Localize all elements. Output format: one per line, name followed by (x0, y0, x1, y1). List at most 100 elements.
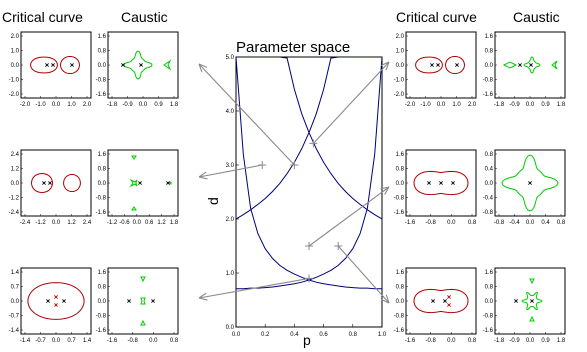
panel-frame (494, 31, 566, 99)
panel-y-tick-label: -2.4 (9, 210, 20, 216)
panel-y-tick-label: 0.8 (396, 167, 405, 173)
panel-y-tick-label: 1.6 (98, 152, 107, 158)
panel-frame (405, 267, 477, 335)
panel-y-tick-label: 0.8 (485, 285, 494, 291)
panel-y-tick-label: -0.8 (483, 314, 494, 320)
panel-l1-critical: -2.0 -1.0 0.0 1.0 2.0 -2.0 -1.0 0.0 1.0 2.0 (9, 31, 92, 108)
lens-position-marker (529, 63, 533, 67)
panel-frame (20, 149, 92, 217)
panel-y-tick-label: 1.6 (485, 34, 494, 40)
caustic-curve (521, 291, 543, 311)
lens-position-marker (166, 181, 170, 185)
center-x-tick-label: 0.6 (319, 332, 328, 338)
lens-position-marker (514, 299, 518, 303)
caustic-curve (501, 154, 559, 212)
panel-r2-critical: -1.6 -0.8 0.0 0.8 -1.6 -0.8 0.0 0.8 1.6 (394, 149, 477, 226)
panel-y-tick-label: 0.8 (396, 285, 405, 291)
lens-position-marker (54, 295, 58, 299)
panel-x-tick-label: 0.0 (526, 220, 535, 226)
critical-curve (59, 56, 81, 74)
panel-x-tick-label: -0.9 (509, 338, 520, 344)
critical-curve (30, 172, 54, 194)
lens-position-marker (121, 63, 125, 67)
panel-x-tick-label: 0.9 (541, 102, 550, 108)
panel-x-tick-label: -0.7 (35, 338, 46, 344)
center-y-tick-label: 5.0 (226, 55, 235, 61)
panel-x-tick-label: 0.7 (67, 338, 76, 344)
lens-position-marker (46, 299, 50, 303)
panel-y-tick-label: 0.0 (11, 299, 20, 305)
panel-x-tick-label: 0.0 (447, 338, 456, 344)
lens-position-marker (45, 63, 49, 67)
lens-position-marker (70, 63, 74, 67)
panel-frame (107, 149, 179, 217)
panel-y-tick-label: -1.6 (394, 328, 405, 334)
panel-x-tick-label: -1.4 (20, 338, 31, 344)
lens-position-marker (451, 181, 455, 185)
panel-x-tick-label: 1.8 (557, 338, 566, 344)
panel-frame (494, 267, 566, 335)
right-caustic-header: Caustic (513, 9, 560, 25)
arrow-to-left-bottom (198, 277, 310, 299)
caustic-curve (140, 276, 146, 283)
panel-l3-critical: -1.4 -0.7 0.0 0.7 1.4 -1.4 -0.7 0.0 0.7 1.4 (9, 267, 92, 344)
panel-y-tick-label: 1.6 (98, 270, 107, 276)
panel-y-tick-label: 1.0 (11, 49, 20, 55)
panel-y-tick-label: -0.8 (394, 196, 405, 202)
panel-x-tick-label: -1.8 (494, 102, 505, 108)
panel-curves (30, 172, 81, 194)
panel-x-tick-label: 1.8 (557, 102, 566, 108)
center-y-tick-label: 4.0 (226, 109, 235, 115)
panel-x-tick-label: 0.0 (437, 102, 446, 108)
lens-position-marker (443, 299, 447, 303)
panel-x-tick-label: 2.4 (83, 220, 92, 226)
panel-curves (413, 170, 469, 196)
panel-x-tick-label: 0.0 (526, 102, 535, 108)
panel-curves (30, 56, 81, 74)
panel-y-tick-label: 0.7 (11, 285, 20, 291)
center-ylabel: d (205, 197, 221, 205)
lens-position-marker (447, 303, 451, 307)
panel-y-tick-label: 1.6 (396, 152, 405, 158)
center-x-tick-label: 0.8 (349, 332, 358, 338)
panel-x-tick-label: -1.8 (494, 338, 505, 344)
panel-y-tick-label: -1.0 (9, 78, 20, 84)
panel-x-tick-label: -2.4 (20, 220, 31, 226)
arrow-to-right-middle (308, 186, 390, 247)
lens-position-marker (430, 63, 434, 67)
panel-r1-critical: -2.0 -1.0 0.0 1.0 2.0 -2.0 -1.0 0.0 1.0 2.0 (394, 31, 477, 108)
center-plot-frame (235, 56, 383, 328)
panel-x-tick-label: 1.2 (157, 220, 166, 226)
panel-x-tick-label: -0.6 (119, 220, 130, 226)
panel-x-tick-label: -1.0 (35, 102, 46, 108)
lens-position-marker (439, 181, 443, 185)
panel-x-tick-label: -1.2 (107, 220, 118, 226)
panel-frame (20, 31, 92, 99)
left-critical-header: Critical curve (2, 9, 83, 25)
panel-x-tick-label: 0.0 (52, 102, 61, 108)
arrow-to-right-bottom-head (380, 294, 390, 304)
panel-x-tick-label: -1.6 (405, 338, 416, 344)
caustic-curve (163, 59, 172, 71)
panel-x-tick-label: 0.8 (468, 338, 477, 344)
caustic-curve (129, 178, 138, 188)
panel-x-tick-label: 0.0 (447, 220, 456, 226)
critical-curve (413, 288, 469, 314)
panel-y-tick-label: 2.0 (396, 34, 405, 40)
panel-y-tick-label: 0.8 (485, 49, 494, 55)
panel-y-tick-label: 0.0 (485, 63, 494, 69)
center-x-tick-label: 0.4 (290, 332, 299, 338)
panel-y-tick-label: -1.0 (394, 78, 405, 84)
panel-y-tick-label: 0.0 (11, 63, 20, 69)
arrow-to-left-middle-head (198, 171, 208, 180)
panel-y-tick-label: 0.4 (485, 167, 494, 173)
panel-x-tick-label: 2.0 (83, 102, 92, 108)
caustic-curve (131, 155, 137, 160)
right-critical-header: Critical curve (396, 9, 477, 25)
boundary-curve-4 (236, 57, 382, 220)
panel-y-tick-label: 0.0 (98, 63, 107, 69)
arrow-to-right-bottom (337, 245, 390, 304)
center-x-tick-label: 0.0 (232, 332, 241, 338)
panel-y-tick-label: 2.4 (11, 152, 20, 158)
panel-x-tick-label: -1.2 (35, 220, 46, 226)
